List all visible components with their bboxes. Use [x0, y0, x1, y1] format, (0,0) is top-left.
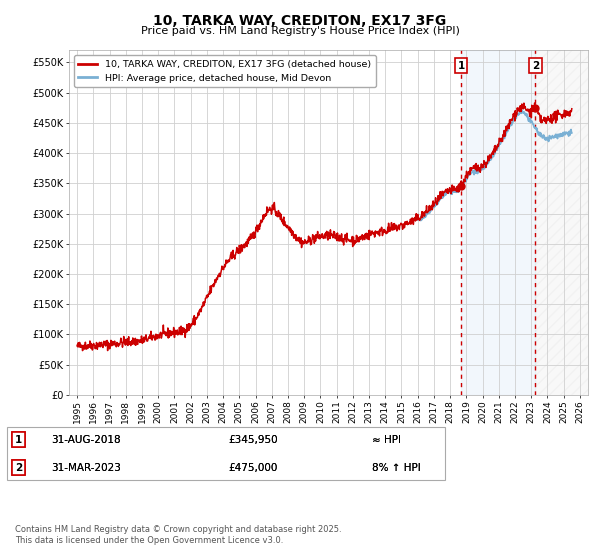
- Text: 10, TARKA WAY, CREDITON, EX17 3FG: 10, TARKA WAY, CREDITON, EX17 3FG: [154, 14, 446, 28]
- Text: £345,950: £345,950: [228, 435, 278, 445]
- Text: 31-AUG-2018: 31-AUG-2018: [51, 435, 121, 445]
- Bar: [535, 50, 588, 395]
- Text: £475,000: £475,000: [228, 463, 277, 473]
- Text: 8% ↑ HPI: 8% ↑ HPI: [372, 463, 421, 473]
- Text: ≈ HPI: ≈ HPI: [372, 435, 401, 445]
- Text: 2: 2: [15, 463, 22, 473]
- Text: Contains HM Land Registry data © Crown copyright and database right 2025.
This d: Contains HM Land Registry data © Crown c…: [15, 525, 341, 545]
- Text: 1: 1: [15, 435, 22, 445]
- Text: 8% ↑ HPI: 8% ↑ HPI: [372, 463, 421, 473]
- Text: Price paid vs. HM Land Registry's House Price Index (HPI): Price paid vs. HM Land Registry's House …: [140, 26, 460, 36]
- Text: 1: 1: [457, 60, 464, 71]
- Text: £475,000: £475,000: [228, 463, 277, 473]
- Text: 31-MAR-2023: 31-MAR-2023: [51, 463, 121, 473]
- Text: £345,950: £345,950: [228, 435, 278, 445]
- Legend: 10, TARKA WAY, CREDITON, EX17 3FG (detached house), HPI: Average price, detached: 10, TARKA WAY, CREDITON, EX17 3FG (detac…: [74, 55, 376, 87]
- Text: 2: 2: [532, 60, 539, 71]
- Text: 2: 2: [15, 463, 22, 473]
- Text: 1: 1: [15, 435, 22, 445]
- Text: 31-MAR-2023: 31-MAR-2023: [51, 463, 121, 473]
- Text: ≈ HPI: ≈ HPI: [372, 435, 401, 445]
- Bar: [461, 50, 535, 395]
- Text: 31-AUG-2018: 31-AUG-2018: [51, 435, 121, 445]
